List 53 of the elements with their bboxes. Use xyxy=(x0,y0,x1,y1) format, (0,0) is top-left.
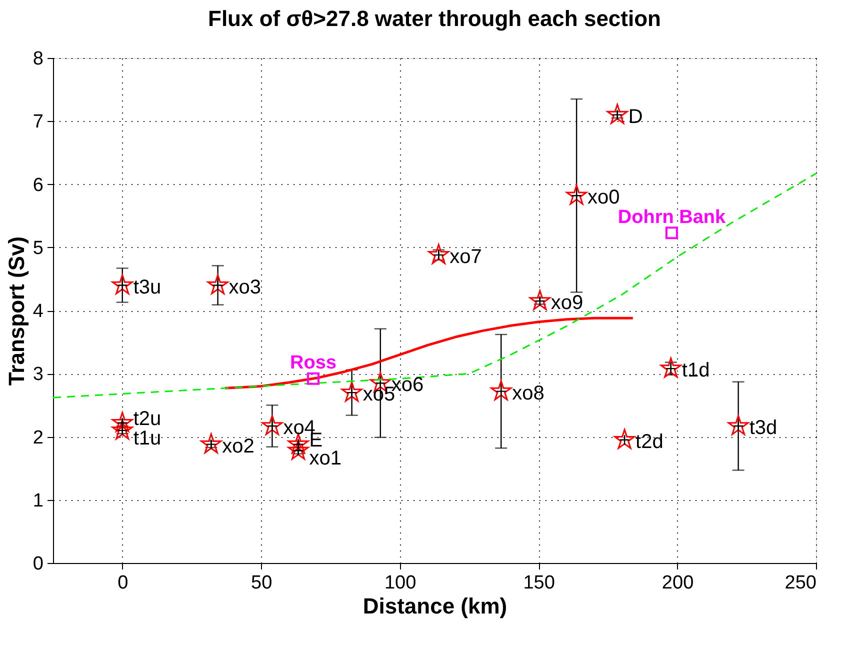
annotation: t3u xyxy=(133,276,162,298)
annotation: xo3 xyxy=(228,276,262,298)
point xyxy=(428,244,450,264)
y-tick-label: 2 xyxy=(32,427,44,448)
x-tick-label: 250 xyxy=(784,572,816,594)
annotation: t1d xyxy=(682,360,710,382)
annotation: Ross xyxy=(290,352,336,374)
point xyxy=(614,428,636,449)
point xyxy=(307,372,320,385)
point xyxy=(207,274,228,294)
y-axis-title: Transport (Sv) xyxy=(4,236,29,386)
point xyxy=(112,274,133,294)
point xyxy=(529,290,550,310)
y-tick-label: 3 xyxy=(32,364,44,386)
point xyxy=(490,380,512,400)
point xyxy=(112,419,133,440)
y-tick-label: 0 xyxy=(32,554,44,574)
y-tick-label: 8 xyxy=(32,48,44,70)
point xyxy=(341,382,362,402)
annotation: xo9 xyxy=(550,292,584,314)
point xyxy=(566,184,588,205)
x-tick-label: 100 xyxy=(384,572,416,594)
x-tick-label: 200 xyxy=(662,572,694,594)
point xyxy=(665,226,678,240)
annotation: t2u xyxy=(133,408,162,430)
y-tick-label: 7 xyxy=(32,112,44,133)
annotation: xo8 xyxy=(512,382,544,404)
y-tick-label: 5 xyxy=(32,238,44,259)
annotation: t1u xyxy=(133,427,162,450)
annotation: xo1 xyxy=(309,448,342,470)
annotation: D xyxy=(628,106,643,128)
annotation: Dohrn Bank xyxy=(618,206,726,228)
point xyxy=(606,104,628,124)
point xyxy=(262,415,283,436)
x-tick-label: 50 xyxy=(251,572,272,594)
point xyxy=(200,433,222,454)
x-tick-label: 150 xyxy=(523,572,555,594)
y-tick-label: 4 xyxy=(32,301,44,322)
point xyxy=(288,433,309,454)
annotation: xo0 xyxy=(588,186,620,209)
annotation: xo2 xyxy=(222,435,254,458)
point xyxy=(728,415,749,436)
chart-title: Flux of σθ>27.8 water through each section xyxy=(208,6,661,31)
y-tick-label: 6 xyxy=(32,174,44,196)
point xyxy=(288,440,309,460)
annotation: xo7 xyxy=(450,246,482,268)
x-axis-title: Distance (km) xyxy=(362,594,508,618)
point xyxy=(660,358,682,378)
y-tick-label: 1 xyxy=(32,490,44,512)
x-tick-label: 0 xyxy=(118,572,128,594)
annotation: t3d xyxy=(749,417,778,440)
annotation: t2d xyxy=(636,430,664,453)
point xyxy=(112,412,133,432)
